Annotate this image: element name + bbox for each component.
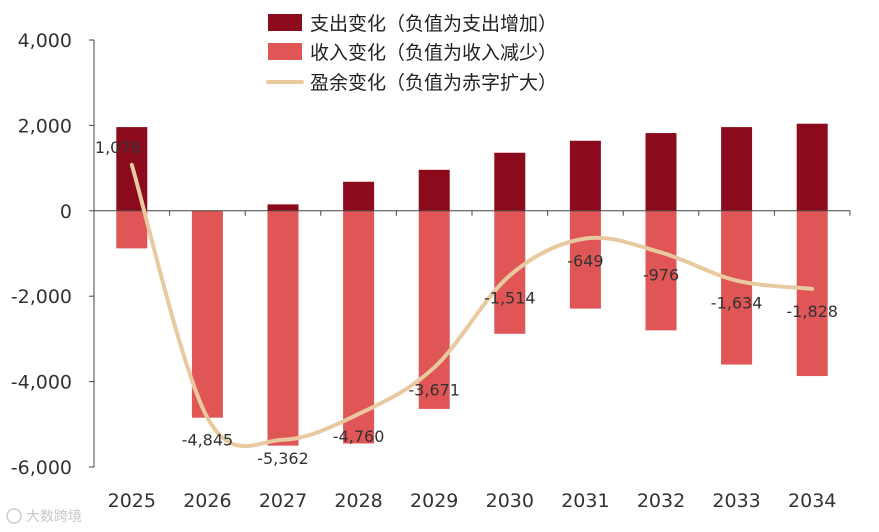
revenue-bar xyxy=(191,210,223,418)
expenditure-bar xyxy=(494,152,526,211)
revenue-bar xyxy=(569,210,601,309)
revenue-bar xyxy=(721,210,753,365)
surplus-data-label: -4,760 xyxy=(333,427,385,446)
x-tick-label: 2032 xyxy=(637,490,685,512)
y-tick-label: -2,000 xyxy=(11,286,72,308)
revenue-bar xyxy=(116,210,148,249)
watermark-text: 大数跨境 xyxy=(26,509,82,525)
surplus-data-label: -1,634 xyxy=(711,294,763,313)
surplus-data-label: -1,828 xyxy=(786,302,838,321)
surplus-data-label: -5,362 xyxy=(257,449,309,468)
revenue-bar xyxy=(796,210,828,377)
expenditure-bar xyxy=(796,123,828,211)
revenue-bar xyxy=(343,210,375,444)
x-tick-label: 2026 xyxy=(183,490,231,512)
revenue-bar xyxy=(267,210,299,446)
y-tick-label: -4,000 xyxy=(11,372,72,394)
x-tick-label: 2031 xyxy=(561,490,609,512)
expenditure-bar xyxy=(343,181,375,211)
expenditure-bar xyxy=(569,140,601,211)
expenditure-bar xyxy=(267,204,299,211)
legend-swatch-expenditure xyxy=(268,14,302,31)
x-tick-label: 2027 xyxy=(259,490,307,512)
x-tick-label: 2034 xyxy=(788,490,836,512)
expenditure-bar xyxy=(418,169,450,211)
surplus-data-label: -976 xyxy=(643,265,679,284)
surplus-data-label: 1,076 xyxy=(95,138,141,157)
revenue-bar xyxy=(645,210,677,331)
x-tick-label: 2028 xyxy=(334,490,382,512)
legend-swatch-revenue xyxy=(268,43,302,60)
x-tick-label: 2033 xyxy=(712,490,760,512)
y-tick-label: 4,000 xyxy=(18,30,72,52)
legend-label-revenue: 收入变化（负值为收入减少） xyxy=(310,42,557,64)
y-tick-label: 0 xyxy=(60,201,72,223)
surplus-data-label: -3,671 xyxy=(408,381,460,400)
surplus-data-label: -649 xyxy=(567,252,603,271)
x-tick-label: 2030 xyxy=(486,490,534,512)
watermark-logo-icon xyxy=(6,508,22,524)
x-tick-label: 2029 xyxy=(410,490,458,512)
x-tick-label: 2025 xyxy=(108,490,156,512)
y-tick-label: -6,000 xyxy=(11,457,72,479)
surplus-line xyxy=(129,162,815,449)
revenue-bar xyxy=(494,210,526,334)
surplus-data-label: -4,845 xyxy=(182,431,234,450)
surplus-data-label: -1,514 xyxy=(484,288,536,307)
y-tick-label: 2,000 xyxy=(18,115,72,137)
expenditure-bar xyxy=(645,133,677,211)
expenditure-bar xyxy=(721,127,753,211)
legend-label-expenditure: 支出变化（负值为支出增加） xyxy=(310,13,557,35)
legend-label-surplus: 盈余变化（负值为赤字扩大） xyxy=(310,72,557,94)
